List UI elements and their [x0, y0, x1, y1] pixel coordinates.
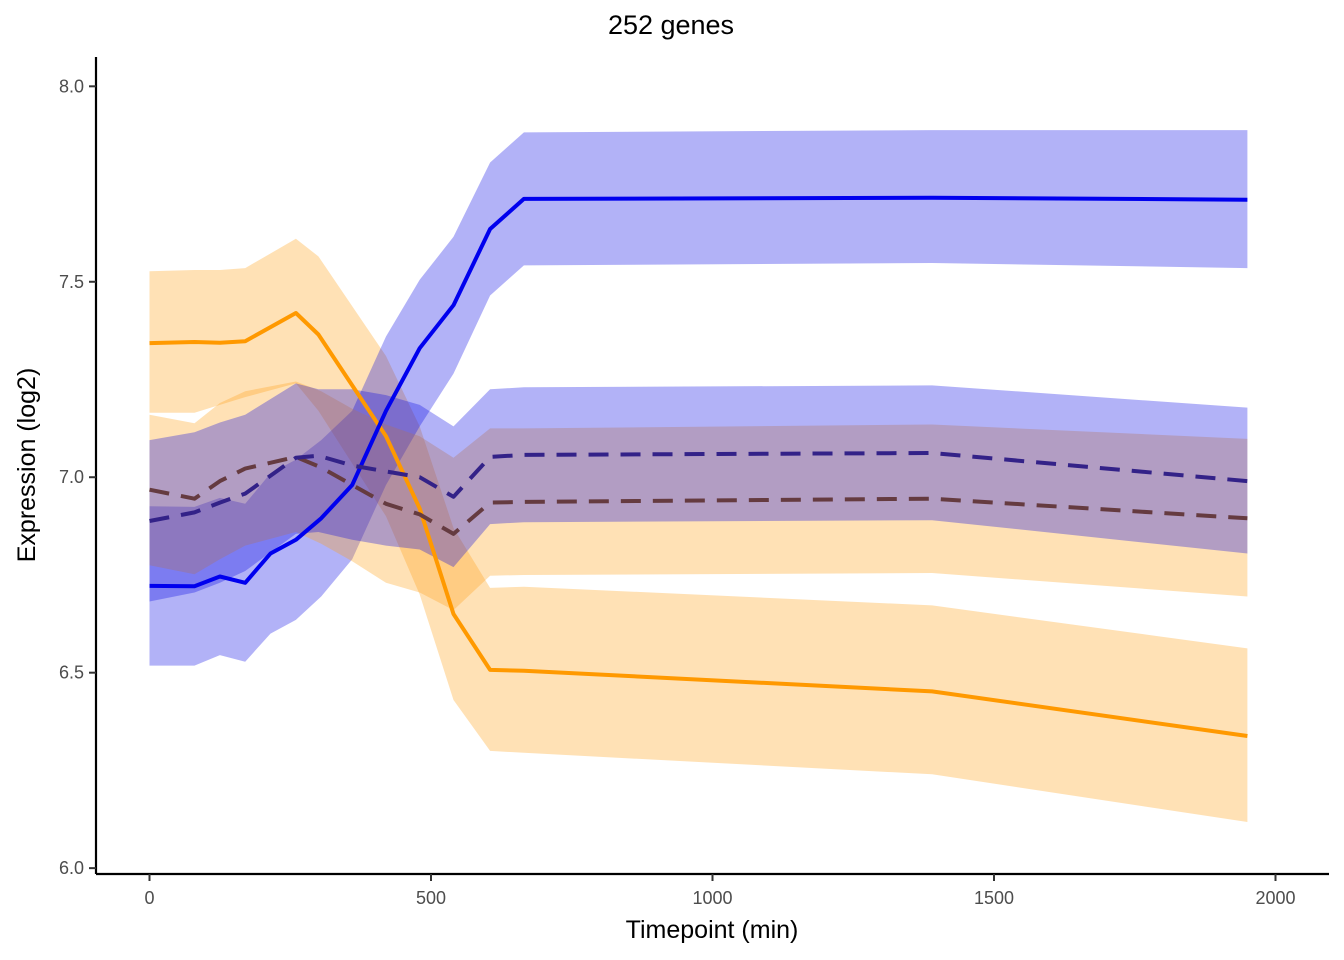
x-tick-label: 500 [416, 888, 446, 908]
series-1-band [149, 238, 1248, 823]
x-axis-ticks: 0 500 1000 1500 2000 [144, 874, 1296, 908]
series-2-band [149, 130, 1248, 666]
series-4-band [149, 383, 1248, 602]
x-tick-label: 0 [144, 888, 154, 908]
x-tick-label: 2000 [1255, 888, 1295, 908]
y-tick-label: 8.0 [59, 76, 84, 96]
y-tick-label: 6.0 [59, 858, 84, 878]
plot-title: 252 genes [608, 10, 734, 40]
x-tick-label: 1500 [974, 888, 1014, 908]
series-1-line [149, 311, 1248, 738]
y-tick-label: 6.5 [59, 663, 84, 683]
series-3-line [149, 454, 1248, 536]
confidence-bands [149, 130, 1248, 823]
y-tick-label: 7.0 [59, 467, 84, 487]
series-lines [149, 195, 1248, 738]
series-4-line [149, 451, 1248, 523]
x-axis-title: Timepoint (min) [626, 916, 799, 944]
y-axis-title: Expression (log2) [13, 368, 41, 563]
x-tick-label: 1000 [692, 888, 732, 908]
y-tick-label: 7.5 [59, 272, 84, 292]
series-2-line [149, 195, 1248, 589]
series-3-band [149, 381, 1248, 611]
y-axis-ticks: 6.0 6.5 7.0 7.5 8.0 [59, 76, 96, 878]
